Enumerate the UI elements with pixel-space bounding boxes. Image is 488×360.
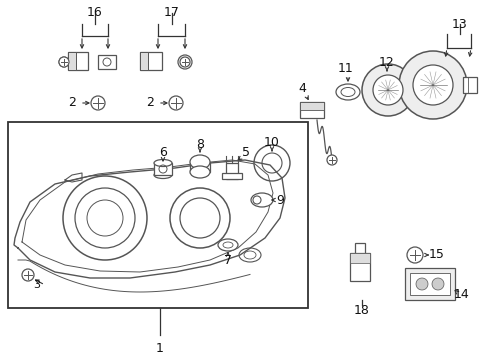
Circle shape (412, 65, 452, 105)
Ellipse shape (250, 193, 272, 207)
Bar (462, 77, 476, 93)
Text: 12: 12 (378, 55, 394, 68)
Circle shape (415, 278, 427, 290)
Ellipse shape (154, 171, 172, 179)
Bar (68, 52, 88, 70)
Circle shape (431, 278, 443, 290)
Text: 2: 2 (68, 96, 76, 109)
Text: 6: 6 (159, 145, 166, 158)
Ellipse shape (252, 196, 261, 204)
Text: 14: 14 (453, 288, 469, 302)
Bar (462, 77, 467, 93)
Circle shape (372, 75, 402, 105)
Circle shape (59, 57, 69, 67)
Text: 18: 18 (353, 303, 369, 316)
Bar (225, 163, 238, 179)
Circle shape (180, 57, 190, 67)
Text: 16: 16 (87, 6, 102, 19)
Text: 13: 13 (451, 18, 467, 31)
Circle shape (326, 155, 336, 165)
Circle shape (91, 96, 105, 110)
Bar (190, 162, 209, 172)
Circle shape (178, 55, 192, 69)
Bar (140, 52, 148, 70)
Bar (222, 173, 242, 179)
Bar (98, 55, 116, 69)
Text: 2: 2 (146, 96, 154, 109)
Circle shape (59, 57, 69, 67)
Text: 8: 8 (196, 138, 203, 150)
Text: 1: 1 (156, 342, 163, 355)
Text: 5: 5 (242, 145, 249, 158)
Bar (354, 243, 364, 253)
Circle shape (169, 96, 183, 110)
Ellipse shape (218, 239, 238, 251)
Ellipse shape (335, 84, 359, 100)
Ellipse shape (154, 159, 172, 166)
Circle shape (406, 247, 422, 263)
Ellipse shape (190, 155, 209, 169)
Text: 11: 11 (337, 62, 353, 75)
Bar (349, 253, 369, 281)
Circle shape (22, 269, 34, 281)
Circle shape (398, 51, 466, 119)
Text: 15: 15 (428, 248, 444, 261)
Text: 4: 4 (298, 81, 305, 94)
Bar (409, 273, 449, 295)
Bar (140, 52, 162, 70)
Ellipse shape (190, 166, 209, 178)
Bar (299, 102, 324, 118)
Text: 17: 17 (164, 6, 180, 19)
Bar (68, 52, 76, 70)
Bar (154, 163, 172, 175)
Bar (8, 122, 307, 308)
Bar (299, 102, 324, 110)
Text: 3: 3 (34, 280, 41, 290)
Text: 9: 9 (276, 194, 284, 207)
Text: 7: 7 (224, 253, 231, 266)
Bar (349, 253, 369, 263)
Circle shape (361, 64, 413, 116)
Bar (404, 268, 454, 300)
Text: 10: 10 (264, 136, 279, 149)
